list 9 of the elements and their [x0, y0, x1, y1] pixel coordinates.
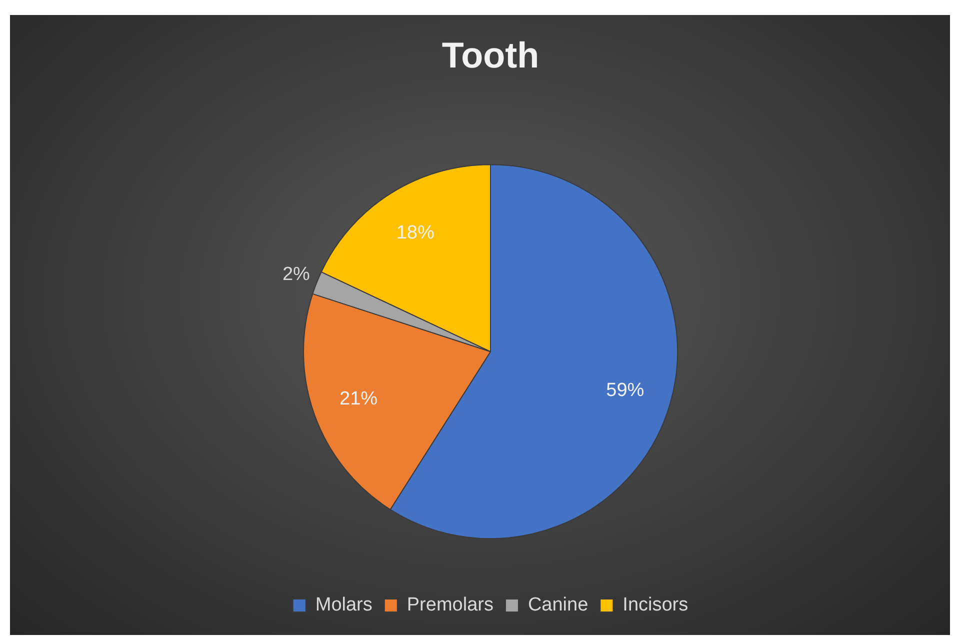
chart-title: Tooth: [442, 34, 540, 76]
legend-label: Canine: [528, 594, 588, 616]
data-label: 59%: [606, 380, 644, 401]
legend-label: Premolars: [406, 594, 494, 616]
legend-label: Incisors: [622, 594, 688, 616]
data-label: 21%: [340, 388, 378, 410]
data-label: 18%: [396, 222, 434, 244]
legend-label: Molars: [315, 594, 372, 616]
data-label: 2%: [282, 264, 310, 285]
